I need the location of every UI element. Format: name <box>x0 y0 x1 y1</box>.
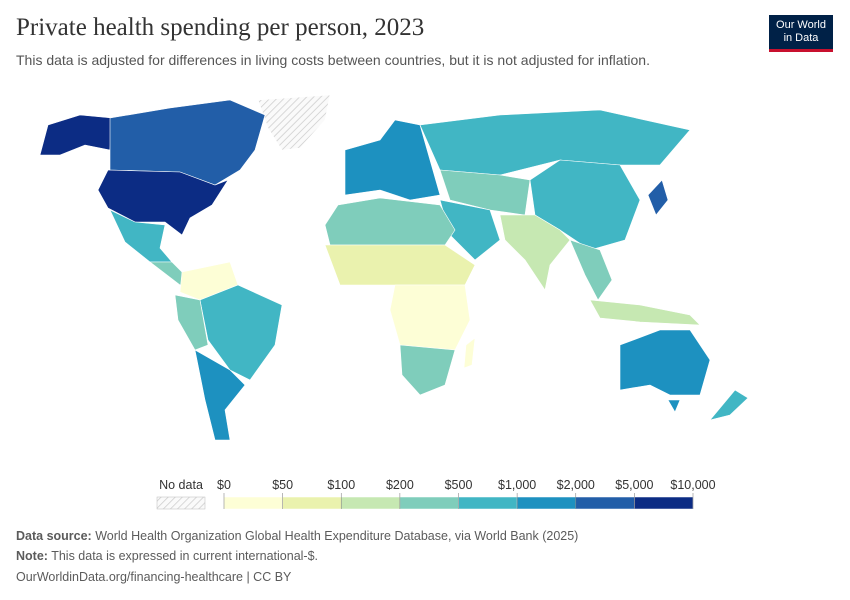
note: This data is expressed in current intern… <box>51 549 319 563</box>
title: Private health spending per person, 2023 <box>16 14 425 41</box>
no-data-swatch <box>156 496 206 510</box>
legend-tick-label: $1,000 <box>498 478 536 492</box>
tasmania <box>667 399 681 413</box>
japan-korea <box>647 179 669 216</box>
source: World Health Organization Global Health … <box>95 529 579 543</box>
north-africa <box>324 197 456 246</box>
subtitle: This data is adjusted for differences in… <box>16 52 650 68</box>
legend-tick-label: $10,000 <box>670 478 715 492</box>
legend-swatch <box>341 496 401 510</box>
australia <box>619 329 711 396</box>
argentina-chile <box>194 349 246 441</box>
legend-tick-label: $0 <box>217 478 231 492</box>
legend-tick-label: $2,000 <box>557 478 595 492</box>
indonesia <box>589 299 701 326</box>
legend-swatch <box>458 496 518 510</box>
madagascar <box>463 337 476 369</box>
legend-tick-label: $50 <box>272 478 293 492</box>
legend: No data $0 $50 $100 $200 $500 $1,000 $2,000 $5,… <box>156 478 716 510</box>
legend-tick-label: $100 <box>327 478 355 492</box>
legend-swatch <box>575 496 635 510</box>
source-line: Data source: World Health Organization G… <box>16 529 578 543</box>
central-africa <box>389 284 471 351</box>
note-label: Note: <box>16 549 48 563</box>
europe <box>344 119 441 201</box>
new-zealand <box>709 389 749 421</box>
url[interactable]: OurWorldinData.org/financing-healthcare … <box>16 570 292 584</box>
sahel-africa <box>324 244 476 286</box>
logo-line: Our World <box>776 19 826 31</box>
legend-swatch <box>223 496 283 510</box>
usa <box>97 169 229 236</box>
brazil <box>199 284 283 381</box>
legend-swatch <box>399 496 459 510</box>
map: No data $0 $50 $100 $200 $500 $1,000 $2,000 $5,… <box>39 94 749 510</box>
countries <box>39 94 749 441</box>
legend-swatch <box>516 496 576 510</box>
logo-line: in Data <box>783 32 819 44</box>
andes <box>174 294 209 351</box>
legend-swatch <box>282 496 342 510</box>
southern-africa <box>399 344 456 396</box>
legend-tick-label: $200 <box>386 478 414 492</box>
legend-swatch <box>634 496 694 510</box>
greenland <box>257 94 331 151</box>
legend-tick-label: $5,000 <box>615 478 653 492</box>
logo[interactable]: Our World in Data <box>769 15 833 52</box>
mexico <box>109 209 173 263</box>
no-data-label: No data <box>159 478 203 492</box>
india <box>499 214 571 291</box>
legend-tick-label: $500 <box>445 478 473 492</box>
alaska <box>39 114 113 156</box>
note-line: Note: This data is expressed in current … <box>16 549 318 563</box>
source-label: Data source: <box>16 529 92 543</box>
southeast-asia <box>569 239 613 301</box>
